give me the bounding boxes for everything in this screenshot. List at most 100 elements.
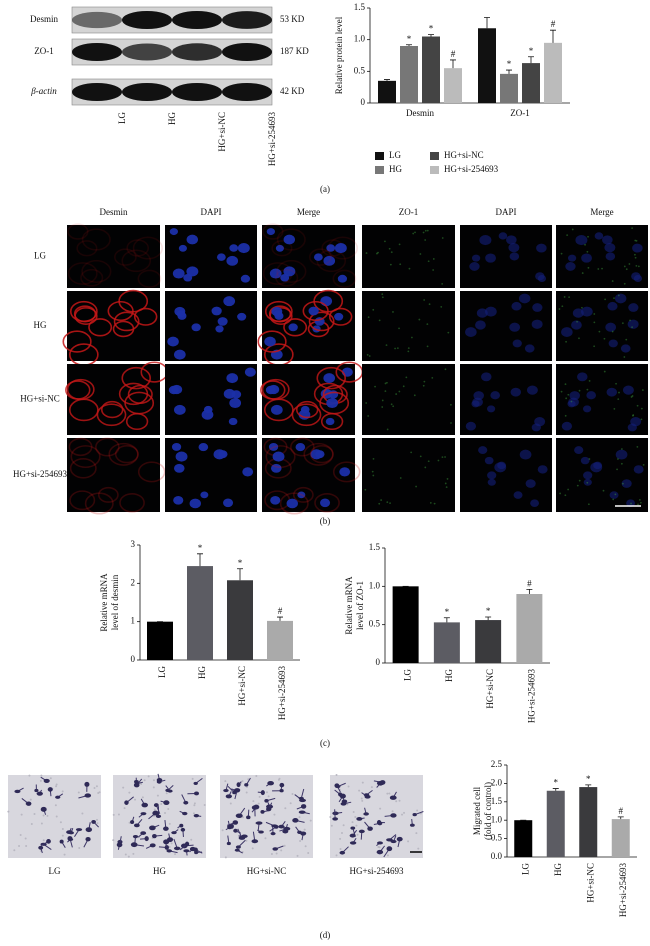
zo1-stain xyxy=(424,466,427,469)
row-label: LG xyxy=(34,251,46,261)
migrated-cell xyxy=(266,807,272,812)
nucleus xyxy=(313,253,323,261)
pore xyxy=(55,785,58,788)
zo1-stain xyxy=(408,267,411,270)
pore xyxy=(167,808,170,811)
migrated-cell xyxy=(180,827,186,832)
zo1-stain xyxy=(625,268,628,271)
zo1-stain xyxy=(623,265,626,268)
migrated-cell xyxy=(130,820,135,824)
nucleus xyxy=(580,456,590,465)
pore xyxy=(255,775,258,778)
pore xyxy=(329,816,332,819)
migrated-cell xyxy=(55,795,61,799)
zo1-stain xyxy=(558,308,561,310)
x-tick-label: HG+si-NC xyxy=(237,666,247,706)
desmin-stain xyxy=(69,457,97,479)
pore xyxy=(355,824,358,827)
pore xyxy=(147,775,150,778)
migrated-cell xyxy=(193,781,198,785)
zo1-stain xyxy=(587,503,590,506)
migrated-cell xyxy=(140,812,147,816)
zo1-stain xyxy=(587,266,590,269)
zo1-stain xyxy=(405,376,408,379)
nucleus xyxy=(283,266,296,277)
micrograph xyxy=(362,225,455,288)
nucleus xyxy=(577,372,588,382)
transwell-bg xyxy=(330,775,423,858)
zo1-stain xyxy=(381,406,384,408)
pore xyxy=(132,852,135,855)
zo1-stain xyxy=(637,265,640,268)
y-tick-label: 0 xyxy=(131,654,136,664)
column-header: Merge xyxy=(297,207,320,217)
zo1-stain xyxy=(394,347,396,350)
zo1-stain xyxy=(618,391,620,394)
zo1-stain xyxy=(378,319,381,322)
pore xyxy=(112,839,115,842)
nucleus xyxy=(270,495,281,505)
zo1-stain xyxy=(593,321,596,324)
migrated-cell xyxy=(85,836,91,842)
size-label: 187 KD xyxy=(280,46,309,56)
migrated-cell xyxy=(409,823,415,827)
nucleus xyxy=(328,390,339,399)
nucleus xyxy=(471,400,480,408)
y-axis-label: (fold of control) xyxy=(483,782,493,840)
migrated-cell xyxy=(141,802,149,808)
migrated-cell xyxy=(298,796,304,800)
error-bar xyxy=(484,17,490,29)
nucleus xyxy=(323,373,336,384)
pore xyxy=(224,780,227,783)
micrograph xyxy=(556,225,648,288)
pore xyxy=(7,810,10,813)
lane-label: HG+si-NC xyxy=(217,112,227,152)
nucleus xyxy=(561,421,573,431)
zo1-stain xyxy=(576,320,578,323)
blot-band xyxy=(122,11,172,29)
pore xyxy=(191,777,194,780)
nucleus xyxy=(226,373,239,384)
zo1-stain xyxy=(450,403,452,406)
nucleus xyxy=(228,417,238,426)
zo1-stain xyxy=(620,462,623,465)
nucleus xyxy=(498,232,508,240)
migrated-cell xyxy=(156,780,162,784)
zo1-stain xyxy=(640,407,643,410)
nucleus xyxy=(487,471,497,480)
size-label: 42 KD xyxy=(280,86,305,96)
nucleus xyxy=(609,491,619,499)
nucleus xyxy=(198,443,209,452)
pore xyxy=(24,837,27,840)
pore xyxy=(330,824,333,827)
nucleus xyxy=(519,449,532,460)
zo1-stain xyxy=(640,418,643,421)
desmin-stain xyxy=(95,437,120,457)
migrated-cell xyxy=(183,849,190,853)
nucleus xyxy=(186,234,199,245)
micrograph xyxy=(460,438,552,512)
zo1-stain xyxy=(633,253,636,256)
pore xyxy=(192,812,195,815)
pore xyxy=(29,798,32,801)
error-bar xyxy=(197,553,203,567)
desmin-stain xyxy=(275,268,299,287)
zo1-stain xyxy=(384,382,387,385)
pore xyxy=(143,779,146,782)
blot-band xyxy=(72,11,122,29)
desmin-stain xyxy=(262,223,284,240)
nucleus xyxy=(175,451,188,462)
nucleus xyxy=(608,339,618,348)
pore xyxy=(270,853,273,856)
desmin-stain xyxy=(271,240,293,257)
zo1-stain xyxy=(444,482,447,485)
desmin-stain xyxy=(332,269,357,288)
blot-band xyxy=(172,11,222,29)
zo1-stain xyxy=(450,422,452,424)
x-tick-label: ZO-1 xyxy=(510,108,530,118)
pore xyxy=(112,813,115,816)
pore xyxy=(267,795,270,798)
pore xyxy=(168,822,171,825)
nucleus xyxy=(581,253,592,263)
pore xyxy=(40,822,43,825)
